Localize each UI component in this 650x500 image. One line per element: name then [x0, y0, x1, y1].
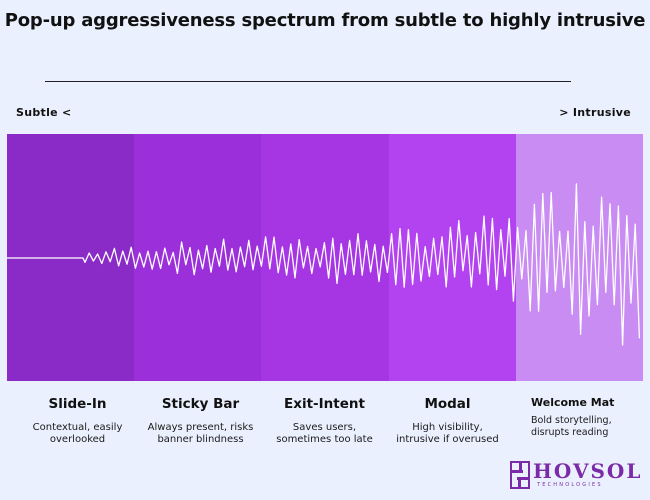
waveform-line [7, 183, 641, 346]
title-divider [45, 81, 571, 82]
subtle-label: Subtle < [16, 106, 72, 119]
column-exit-intent: Exit-Intent Saves users, sometimes too l… [261, 396, 388, 446]
logo-tagline: TECHNOLOGIES [537, 482, 603, 488]
type-name-welcome-mat: Welcome Mat [531, 396, 615, 409]
type-desc-welcome-mat: Bold storytelling, disrupts reading [531, 415, 612, 438]
column-sticky-bar: Sticky Bar Always present, risks banner … [137, 396, 264, 446]
type-name-sticky-bar: Sticky Bar [161, 396, 240, 412]
column-welcome-mat: Welcome Mat Bold storytelling, disrupts … [517, 396, 644, 439]
column-slide-in: Slide-In Contextual, easily overlooked [14, 396, 141, 446]
type-name-exit-intent: Exit-Intent [284, 396, 365, 412]
type-desc-sticky-bar: Always present, risks banner blindness [147, 422, 254, 445]
page-title: Pop-up aggressiveness spectrum from subt… [4, 10, 646, 31]
band-exit-intent [261, 134, 389, 381]
intrusive-label: > Intrusive [559, 106, 631, 119]
intrusiveness-waveform [7, 183, 641, 346]
logo-mark-icon [510, 461, 530, 489]
type-desc-exit-intent: Saves users, sometimes too late [276, 422, 373, 445]
column-modal: Modal High visibility, intrusive if over… [384, 396, 511, 446]
type-name-modal: Modal [424, 396, 471, 412]
logo-name: HOVSOL [533, 459, 643, 483]
type-desc-modal: High visibility, intrusive if overused [396, 422, 499, 445]
type-name-slide-in: Slide-In [48, 396, 107, 412]
type-desc-slide-in: Contextual, easily overlooked [32, 422, 123, 445]
hovsol-logo: HOVSOL TECHNOLOGIES [510, 459, 640, 491]
